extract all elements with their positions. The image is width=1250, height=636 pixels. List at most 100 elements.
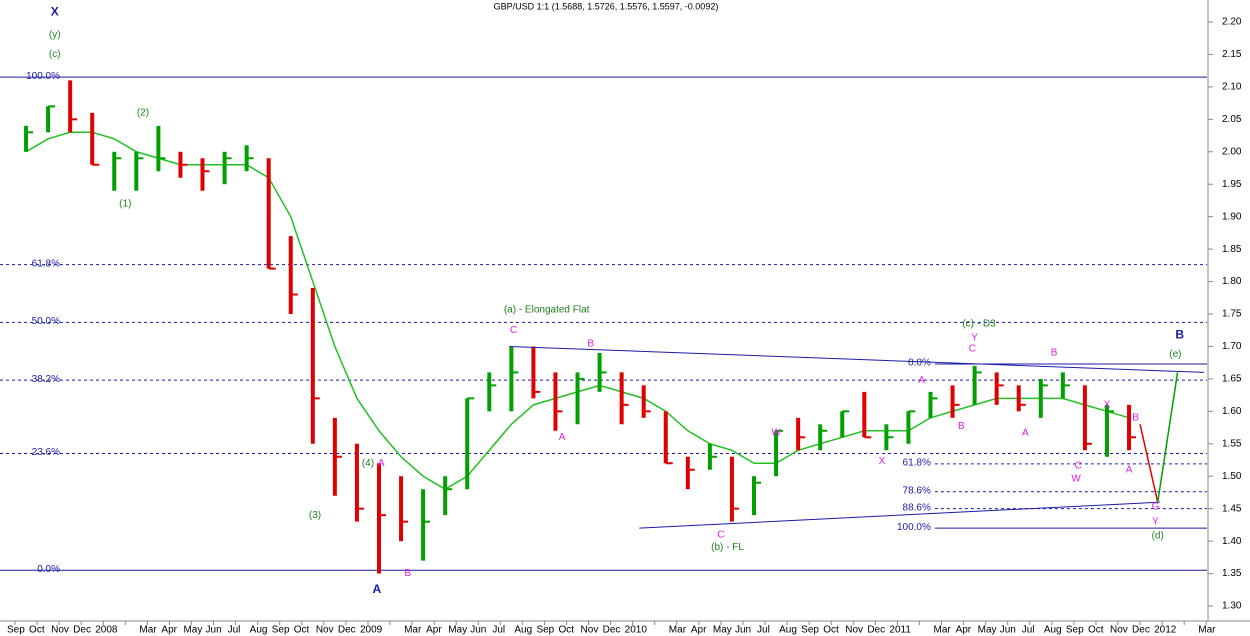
y-tick-label: 1.30: [1222, 601, 1242, 612]
x-tick-label: Oct: [559, 625, 575, 636]
x-tick-label: Dec: [73, 625, 91, 636]
y-tick-label: 1.50: [1222, 471, 1242, 482]
fib-label: 0.0%: [908, 358, 931, 369]
wave-label: A: [559, 432, 566, 443]
y-tick-label: 1.45: [1222, 503, 1242, 514]
x-tick-label: Jun: [206, 625, 222, 636]
x-tick-label: Jul: [1022, 625, 1035, 636]
wave-label: X: [879, 456, 886, 467]
wave-label: (c): [49, 49, 61, 60]
wave-label: B: [958, 421, 965, 432]
wave-label: B: [1051, 348, 1058, 359]
wave-label: (y): [49, 30, 61, 41]
x-tick-label: Mar: [934, 625, 952, 636]
wave-label: (a) - Elongated Flat: [504, 305, 590, 316]
x-tick-label: Sep: [1066, 625, 1084, 636]
fib-label: 0.0%: [37, 564, 60, 575]
wave-label: W: [771, 427, 781, 438]
x-tick-label: Jun: [735, 625, 751, 636]
fib-label: 61.8%: [32, 258, 60, 269]
wave-label: W: [1071, 473, 1081, 484]
x-tick-label: Aug: [779, 625, 797, 636]
x-tick-label: Dec: [867, 625, 885, 636]
x-tick-label: Oct: [294, 625, 310, 636]
x-tick-label: 2012: [1154, 625, 1177, 636]
y-tick-label: 1.80: [1222, 276, 1242, 287]
x-tick-label: Jul: [492, 625, 505, 636]
y-tick-label: 1.95: [1222, 179, 1242, 190]
x-tick-label: Jun: [470, 625, 486, 636]
x-tick-label: May: [978, 625, 997, 636]
y-tick-label: 2.20: [1222, 17, 1242, 28]
x-tick-label: May: [448, 625, 467, 636]
x-tick-label: Apr: [691, 625, 707, 636]
wave-label: (2): [137, 107, 149, 118]
x-tick-label: Sep: [272, 625, 290, 636]
y-tick-label: 2.00: [1222, 146, 1242, 157]
y-tick-label: 1.90: [1222, 211, 1242, 222]
y-tick-label: 1.60: [1222, 406, 1242, 417]
trendline: [509, 345, 1205, 373]
wave-label: (b) - FL: [711, 542, 744, 553]
fib-label: 78.6%: [903, 485, 931, 496]
x-tick-label: Dec: [1132, 625, 1150, 636]
x-tick-label: Aug: [514, 625, 532, 636]
x-tick-label: Dec: [603, 625, 621, 636]
wave-label: Y: [971, 333, 978, 344]
wave-label: A: [918, 375, 925, 386]
y-tick-label: 1.75: [1222, 309, 1242, 320]
x-tick-label: Jul: [757, 625, 770, 636]
wave-label: A: [372, 582, 381, 596]
wave-label: (c) - D3: [962, 318, 996, 329]
trendline: [639, 501, 1160, 529]
x-tick-label: Nov: [581, 625, 599, 636]
fib-label: 88.6%: [903, 502, 931, 513]
wave-label: (4): [362, 458, 374, 469]
wave-label: B: [1132, 412, 1139, 423]
projection: [1156, 372, 1179, 503]
wave-label: A: [1022, 427, 1029, 438]
fib-label: 23.6%: [32, 447, 60, 458]
x-tick-label: Jun: [1000, 625, 1016, 636]
y-tick-label: 2.10: [1222, 82, 1242, 93]
wave-label: C: [510, 325, 517, 336]
x-tick-label: 2010: [625, 625, 648, 636]
x-tick-label: Mar: [1198, 625, 1216, 636]
x-tick-label: Sep: [7, 625, 25, 636]
wave-label: (d): [1152, 531, 1164, 542]
x-tick-label: Mar: [669, 625, 687, 636]
fib-label: 61.8%: [903, 458, 931, 469]
wave-label: (3): [309, 510, 321, 521]
wave-label: G: [1152, 501, 1160, 512]
wave-label: (e): [1169, 349, 1181, 360]
x-tick-label: 2011: [889, 625, 911, 636]
wave-label: B: [404, 568, 411, 579]
x-tick-label: Oct: [29, 625, 45, 636]
x-tick-label: Oct: [823, 625, 839, 636]
fib-label: 50.0%: [32, 316, 60, 327]
x-tick-label: Aug: [1044, 625, 1062, 636]
wave-label: X: [51, 4, 59, 18]
x-tick-label: Nov: [1110, 625, 1128, 636]
y-tick-label: 1.85: [1222, 244, 1242, 255]
x-tick-label: Dec: [338, 625, 356, 636]
x-tick-label: Mar: [139, 625, 157, 636]
wave-label: C: [717, 529, 724, 540]
y-tick-label: 2.15: [1222, 49, 1242, 60]
y-tick-label: 1.55: [1222, 438, 1242, 449]
x-tick-label: Nov: [845, 625, 863, 636]
y-tick-label: 1.70: [1222, 341, 1242, 352]
x-tick-label: Sep: [536, 625, 554, 636]
x-tick-label: Mar: [404, 625, 422, 636]
wave-label: B: [587, 338, 594, 349]
x-tick-label: Nov: [51, 625, 69, 636]
x-tick-label: Nov: [316, 625, 334, 636]
y-tick-label: 1.65: [1222, 374, 1242, 385]
wave-label: X: [1104, 399, 1111, 410]
x-tick-label: May: [713, 625, 732, 636]
wave-label: C: [969, 344, 976, 355]
x-tick-label: Jul: [228, 625, 241, 636]
wave-label: A: [1126, 464, 1133, 475]
fib-label: 38.2%: [32, 374, 60, 385]
